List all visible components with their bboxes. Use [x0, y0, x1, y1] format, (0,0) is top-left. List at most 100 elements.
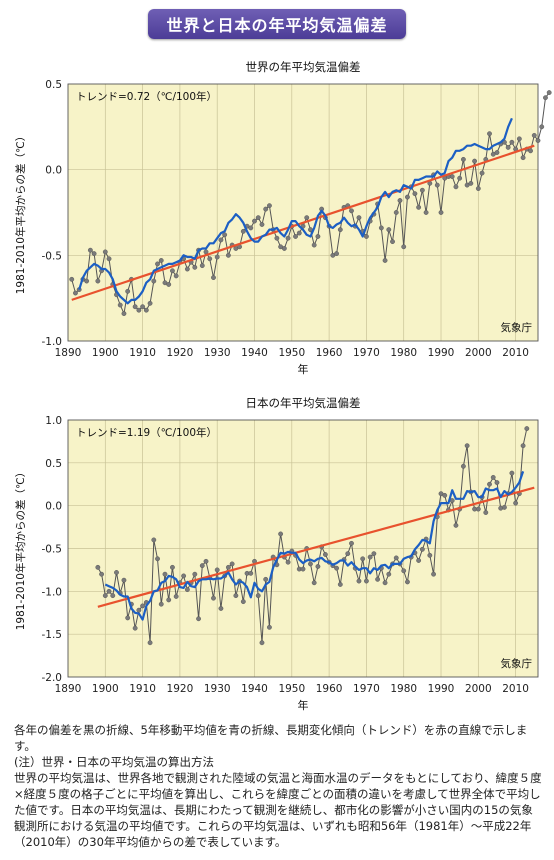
world-annual-point	[121, 311, 127, 316]
world-plot-area	[68, 84, 538, 341]
japan-annual-point	[401, 568, 407, 574]
japan-y-axis-label: 1981-2010年平均からの差（℃）	[14, 467, 27, 631]
world-annual-point	[449, 174, 455, 179]
japan-annual-point	[151, 537, 157, 543]
world-y-tick-label: -0.5	[42, 250, 63, 262]
world-annual-point	[155, 261, 160, 267]
japan-annual-point	[140, 603, 146, 609]
japan-annual-point	[337, 582, 343, 587]
world-annual-point	[423, 210, 429, 215]
world-x-tick-label: 1990	[428, 347, 455, 359]
figure-header: 世界と日本の年平均気温偏差	[148, 9, 406, 39]
world-annual-point	[479, 170, 485, 176]
japan-annual-point	[427, 552, 433, 558]
japan-x-tick-label: 1910	[129, 683, 156, 695]
world-annual-point	[349, 208, 354, 214]
world-annual-point	[158, 258, 164, 263]
japan-annual-point	[110, 593, 116, 599]
world-annual-point	[281, 246, 287, 251]
japan-annual-point	[464, 443, 470, 449]
world-annual-point	[487, 131, 492, 137]
world-annual-point	[225, 252, 231, 258]
world-annual-point	[252, 218, 257, 224]
world-y-tick-label: 0.5	[45, 79, 62, 91]
japan-y-tick-label: -2.0	[42, 672, 63, 684]
japan-x-tick-label: 1940	[241, 683, 268, 695]
japan-x-tick-label: 1970	[353, 683, 380, 695]
world-x-tick-label: 1940	[241, 347, 268, 359]
world-annual-point	[505, 144, 511, 150]
world-annual-point	[117, 302, 123, 308]
japan-y-tick-label: 0.5	[45, 458, 62, 470]
world-annual-point	[472, 158, 477, 164]
japan-annual-point	[147, 640, 153, 646]
world-annual-point	[143, 307, 149, 313]
world-annual-point	[401, 244, 407, 250]
japan-annual-point	[375, 576, 381, 582]
legend-note: 各年の偏差を黒の折線、5年移動平均値を青の折線、長期変化傾向（トレンド）を赤の直…	[14, 723, 528, 753]
world-annual-point	[457, 175, 463, 181]
japan-annual-point	[259, 640, 265, 646]
japan-x-tick-label: 1990	[428, 683, 455, 695]
japan-annual-point	[199, 563, 205, 569]
japan-annual-point	[170, 564, 175, 570]
japan-annual-point	[386, 571, 392, 577]
japan-annual-point	[311, 580, 317, 586]
japan-y-tick-label: -1.5	[42, 629, 63, 641]
world-annual-point	[255, 215, 261, 221]
japan-annual-point	[173, 594, 179, 599]
world-annual-point	[438, 210, 444, 215]
japan-annual-point	[460, 463, 466, 469]
japan-annual-point	[487, 481, 492, 487]
world-annual-point	[192, 264, 198, 270]
world-annual-point	[528, 148, 533, 154]
world-five-year-average-line	[78, 117, 513, 305]
japan-annual-point	[475, 506, 481, 512]
world-annual-point	[382, 258, 388, 263]
world-annual-point	[125, 288, 131, 294]
explanatory-notes: 各年の偏差を黒の折線、5年移動平均値を青の折線、長期変化傾向（トレンド）を赤の直…	[14, 722, 544, 850]
world-annual-point	[509, 139, 515, 145]
world-annual-point	[386, 227, 392, 233]
japan-annual-point	[166, 597, 172, 603]
japan-x-tick-label: 1930	[204, 683, 231, 695]
japan-annual-point	[300, 566, 306, 572]
world-annual-point	[222, 232, 228, 238]
japan-annual-point	[125, 615, 131, 621]
japan-annual-point	[203, 558, 209, 564]
japan-annual-point	[285, 559, 291, 565]
world-annual-point	[140, 304, 146, 310]
method-heading: (注）世界・日本の平均気温の算出方法	[14, 755, 214, 769]
world-annual-point	[267, 203, 272, 209]
world-annual-point	[285, 235, 291, 241]
japan-annual-point	[382, 580, 388, 586]
japan-annual-point	[229, 561, 235, 567]
japan-annual-point	[278, 531, 284, 537]
japan-annual-point	[218, 606, 224, 611]
japan-trend-label: トレンド=1.19（℃/100年）	[76, 426, 217, 439]
world-x-tick-label: 1970	[353, 347, 380, 359]
world-annual-point	[87, 247, 93, 253]
world-chart-title: 世界の年平均気温偏差	[246, 60, 361, 74]
japan-annual-point	[214, 567, 220, 573]
japan-x-tick-label: 1950	[278, 683, 305, 695]
world-annual-point	[170, 268, 175, 274]
japan-source-label: 気象庁	[501, 657, 533, 670]
japan-annual-point	[431, 571, 436, 577]
japan-y-tick-label: 1.0	[45, 415, 62, 427]
world-annual-point	[337, 227, 343, 233]
world-annual-point	[460, 156, 466, 162]
japan-annual-point	[196, 616, 201, 622]
world-annual-point	[434, 182, 440, 188]
japan-annual-point	[371, 551, 377, 557]
japan-x-tick-label: 1920	[167, 683, 194, 695]
japan-annual-point	[211, 595, 216, 601]
world-annual-point	[304, 215, 310, 221]
world-annual-point	[199, 263, 205, 269]
japan-y-tick-label: -1.0	[42, 586, 63, 598]
world-annual-point	[412, 191, 418, 197]
japan-annual-point	[233, 593, 239, 599]
world-annual-point	[166, 282, 172, 287]
world-x-axis-label: 年	[298, 362, 309, 376]
japan-annual-point	[364, 578, 369, 584]
